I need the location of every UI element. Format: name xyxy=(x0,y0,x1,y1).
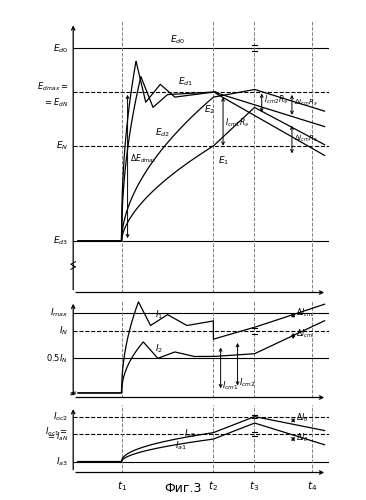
Text: $t_4$: $t_4$ xyxy=(307,479,318,492)
Text: $\Delta E_{dmax}$: $\Delta E_{dmax}$ xyxy=(130,152,157,165)
Text: $I_{a3}$: $I_{a3}$ xyxy=(56,456,68,468)
Text: $I_{a1}$: $I_{a1}$ xyxy=(175,439,187,452)
Text: $\Delta I_{cm}R_э$: $\Delta I_{cm}R_э$ xyxy=(294,98,318,108)
Text: $I_N$: $I_N$ xyxy=(59,324,68,337)
Text: $E_{d2}$: $E_{d2}$ xyxy=(156,126,171,139)
Text: $=I_{aN}$: $=I_{aN}$ xyxy=(46,430,68,443)
Text: $I_{a2}$: $I_{a2}$ xyxy=(184,428,196,440)
Text: $E_{d3}$: $E_{d3}$ xyxy=(53,235,68,248)
Text: $E_{d1}$: $E_{d1}$ xyxy=(178,76,194,88)
Text: $I_2$: $I_2$ xyxy=(156,342,164,354)
Text: $\Delta I_{cm}$: $\Delta I_{cm}$ xyxy=(296,328,313,340)
Text: $I_{oc2}$: $I_{oc2}$ xyxy=(53,410,68,423)
Text: $E_2$: $E_2$ xyxy=(204,104,215,116)
Text: $I_{cm1}R_э$: $I_{cm1}R_э$ xyxy=(225,116,250,129)
Text: $\Delta I_\mathit{\theta}$: $\Delta I_\mathit{\theta}$ xyxy=(296,432,308,444)
Text: $I_{cm2}R_э$: $I_{cm2}R_э$ xyxy=(264,94,288,106)
Text: $t_3$: $t_3$ xyxy=(249,479,259,492)
Text: $E_{d0}$: $E_{d0}$ xyxy=(170,33,185,46)
Text: $t_2$: $t_2$ xyxy=(208,479,219,492)
Text: $0.5I_N$: $0.5I_N$ xyxy=(46,352,68,364)
Text: $=E_{dN}$: $=E_{dN}$ xyxy=(43,96,68,108)
Text: $I_{oc1}=$: $I_{oc1}=$ xyxy=(45,425,68,438)
Text: $t_1$: $t_1$ xyxy=(116,479,127,492)
Text: $E_{dmax}=$: $E_{dmax}=$ xyxy=(37,80,68,93)
Text: $I_{max}$: $I_{max}$ xyxy=(50,306,68,319)
Text: $E_N$: $E_N$ xyxy=(56,140,68,152)
Text: Фиг.3: Фиг.3 xyxy=(164,482,202,495)
Text: $E_1$: $E_1$ xyxy=(218,155,229,168)
Text: $E_{d0}$: $E_{d0}$ xyxy=(53,42,68,54)
Text: $I_{cm2}$: $I_{cm2}$ xyxy=(239,376,255,389)
Text: $I_1$: $I_1$ xyxy=(156,308,164,321)
Text: $\Delta I_\mathit{\theta}$: $\Delta I_\mathit{\theta}$ xyxy=(296,412,308,424)
Text: $\Delta I_{cm}$: $\Delta I_{cm}$ xyxy=(296,306,313,319)
Text: $I_{cm1}$: $I_{cm1}$ xyxy=(222,380,238,392)
Text: $\Delta I_{cm}R_э$: $\Delta I_{cm}R_э$ xyxy=(294,134,318,144)
